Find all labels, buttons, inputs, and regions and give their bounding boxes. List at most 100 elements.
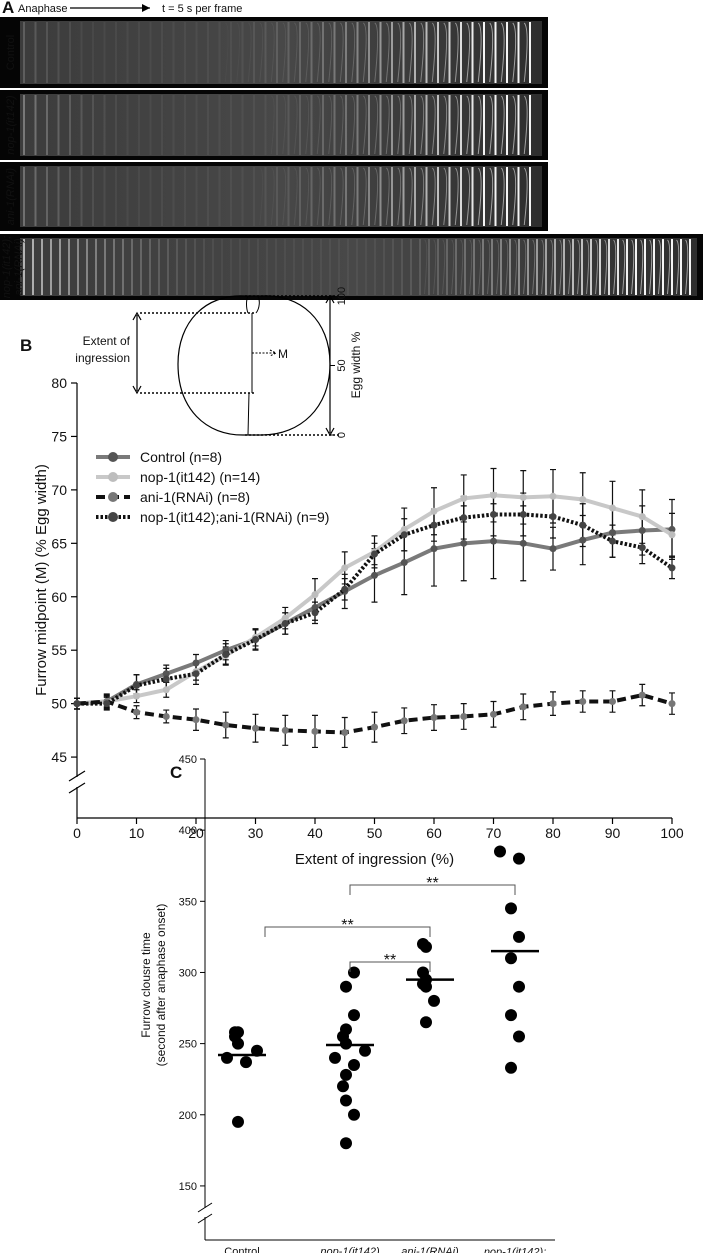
kymograph-edge	[374, 167, 379, 226]
kymograph-edge	[270, 167, 275, 226]
data-point	[638, 513, 646, 521]
data-point	[513, 930, 525, 943]
axis-break	[197, 1202, 213, 1213]
y-tick-label: 55	[51, 642, 67, 658]
kymograph-edge	[443, 167, 448, 226]
data-point	[513, 980, 525, 993]
legend-marker	[108, 452, 118, 462]
data-point	[133, 692, 140, 700]
data-point	[513, 852, 525, 865]
significance-bracket	[264, 926, 431, 937]
kymograph-edge	[442, 239, 446, 295]
significance-label: **	[384, 952, 396, 969]
data-point	[281, 614, 289, 622]
data-point	[513, 1030, 525, 1043]
kymograph-edge	[433, 239, 437, 295]
y-tick-label: 45	[51, 749, 67, 765]
data-point	[490, 510, 497, 518]
kymograph-edge	[489, 22, 494, 83]
significance-label: **	[426, 875, 438, 892]
data-point	[222, 721, 230, 729]
y-tick-label: 250	[179, 1039, 197, 1051]
legend-marker	[108, 512, 118, 522]
data-point	[490, 491, 497, 499]
data-point	[505, 1061, 517, 1074]
kymograph	[20, 94, 542, 156]
data-point	[240, 1056, 252, 1069]
extent-arrow	[132, 311, 142, 395]
x-tick-label: nop-1(it142);ani-1(RNAi)	[484, 1247, 546, 1253]
data-point	[340, 1068, 352, 1081]
kymograph-edge	[613, 239, 617, 295]
data-point	[341, 728, 349, 736]
kymograph-edge	[420, 95, 425, 155]
kymograph-edge	[489, 167, 494, 226]
data-point	[638, 526, 646, 534]
kymograph-edge	[397, 22, 402, 83]
data-point	[341, 585, 349, 593]
kymograph-edge	[431, 167, 436, 226]
significance-label: **	[341, 917, 353, 934]
data-point	[430, 545, 438, 553]
data-point	[192, 670, 200, 678]
data-point	[609, 537, 616, 545]
kymograph-edge	[362, 22, 367, 83]
data-point	[460, 514, 468, 522]
data-point	[519, 510, 527, 518]
kymograph-edge	[604, 239, 608, 295]
data-point	[668, 700, 676, 708]
axis-break-gap	[69, 777, 85, 787]
arrow-head	[142, 4, 150, 12]
data-point	[490, 710, 497, 718]
kymograph-edge	[512, 95, 517, 155]
kymograph-edge	[293, 22, 298, 83]
inset-label: ingression	[75, 351, 130, 365]
kymograph-edge	[443, 95, 448, 155]
legend-label: nop-1(it142) (n=14)	[140, 469, 260, 485]
data-point	[340, 980, 352, 993]
kymograph-edge	[640, 239, 644, 295]
kymograph-edge	[477, 95, 482, 155]
x-tick-label: 60	[426, 825, 442, 841]
data-point	[252, 724, 259, 732]
header-left: Anaphase	[18, 3, 68, 15]
kymograph-edge	[514, 239, 518, 295]
data-point	[340, 1137, 352, 1150]
data-point	[340, 1023, 352, 1036]
data-point	[311, 727, 319, 735]
kymograph-edge	[523, 22, 528, 83]
x-tick-label: 70	[486, 825, 502, 841]
kymograph-edge	[477, 167, 482, 226]
data-point	[668, 564, 676, 572]
kymograph-edge	[293, 167, 298, 226]
kymograph-edge	[420, 22, 425, 83]
kymograph-edge	[505, 239, 509, 295]
kymograph-edge	[631, 239, 635, 295]
guide-lines	[140, 295, 340, 436]
kymograph-edge	[305, 22, 310, 83]
kymograph-edge	[328, 22, 333, 83]
axis-break	[68, 782, 86, 794]
data-point	[579, 536, 587, 544]
kymograph-edge	[420, 167, 425, 226]
kymograph-edge	[454, 95, 459, 155]
kymograph-edge	[487, 239, 491, 295]
data-point	[490, 537, 497, 545]
kymograph-edge	[512, 167, 517, 226]
data-point	[348, 1009, 360, 1022]
kymograph-edge	[559, 239, 563, 295]
data-point	[668, 525, 676, 533]
data-point	[252, 636, 259, 644]
kymograph-edge	[500, 22, 505, 83]
axis-break-gap	[198, 1208, 212, 1217]
data-point	[494, 845, 506, 858]
kymograph-edge	[259, 167, 264, 226]
data-point	[162, 686, 170, 694]
kymograph-edge	[247, 22, 252, 83]
y-tick-label: 70	[51, 482, 67, 498]
data-point	[400, 525, 408, 533]
data-point	[348, 966, 360, 979]
kymograph-edge	[550, 239, 554, 295]
data-point	[348, 1058, 360, 1071]
midpoint-arrow	[252, 349, 278, 357]
